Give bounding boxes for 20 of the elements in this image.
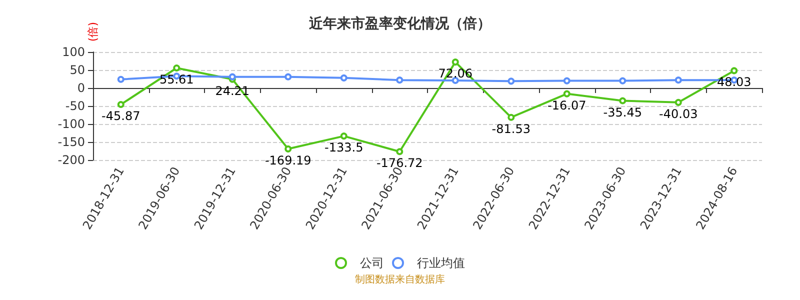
data-label: -16.07: [548, 98, 586, 112]
data-label: -45.87: [102, 109, 140, 124]
data-label: -40.03: [659, 106, 698, 121]
data-label: 55.61: [159, 72, 194, 86]
chart-title: 近年来市盈率变化情况（倍）: [308, 15, 491, 32]
y-tick-label: 0: [77, 81, 85, 95]
y-tick-label: -200: [58, 153, 85, 167]
legend-label: 公司: [360, 256, 384, 270]
y-tick-label: -100: [58, 117, 85, 131]
data-label: -35.45: [603, 105, 642, 120]
legend-label: 行业均值: [417, 256, 465, 270]
y-tick-label: 50: [70, 63, 85, 77]
y-tick-label: -50: [65, 99, 85, 113]
y-axis-title: (倍): [86, 22, 100, 42]
y-tick-label: 100: [62, 45, 85, 59]
data-label: -81.53: [492, 122, 530, 136]
y-tick-label: -150: [58, 135, 85, 149]
text: 制图数据来自数据库: [355, 274, 445, 286]
data-label: -169.19: [264, 153, 312, 168]
data-label: -133.5: [324, 140, 364, 155]
